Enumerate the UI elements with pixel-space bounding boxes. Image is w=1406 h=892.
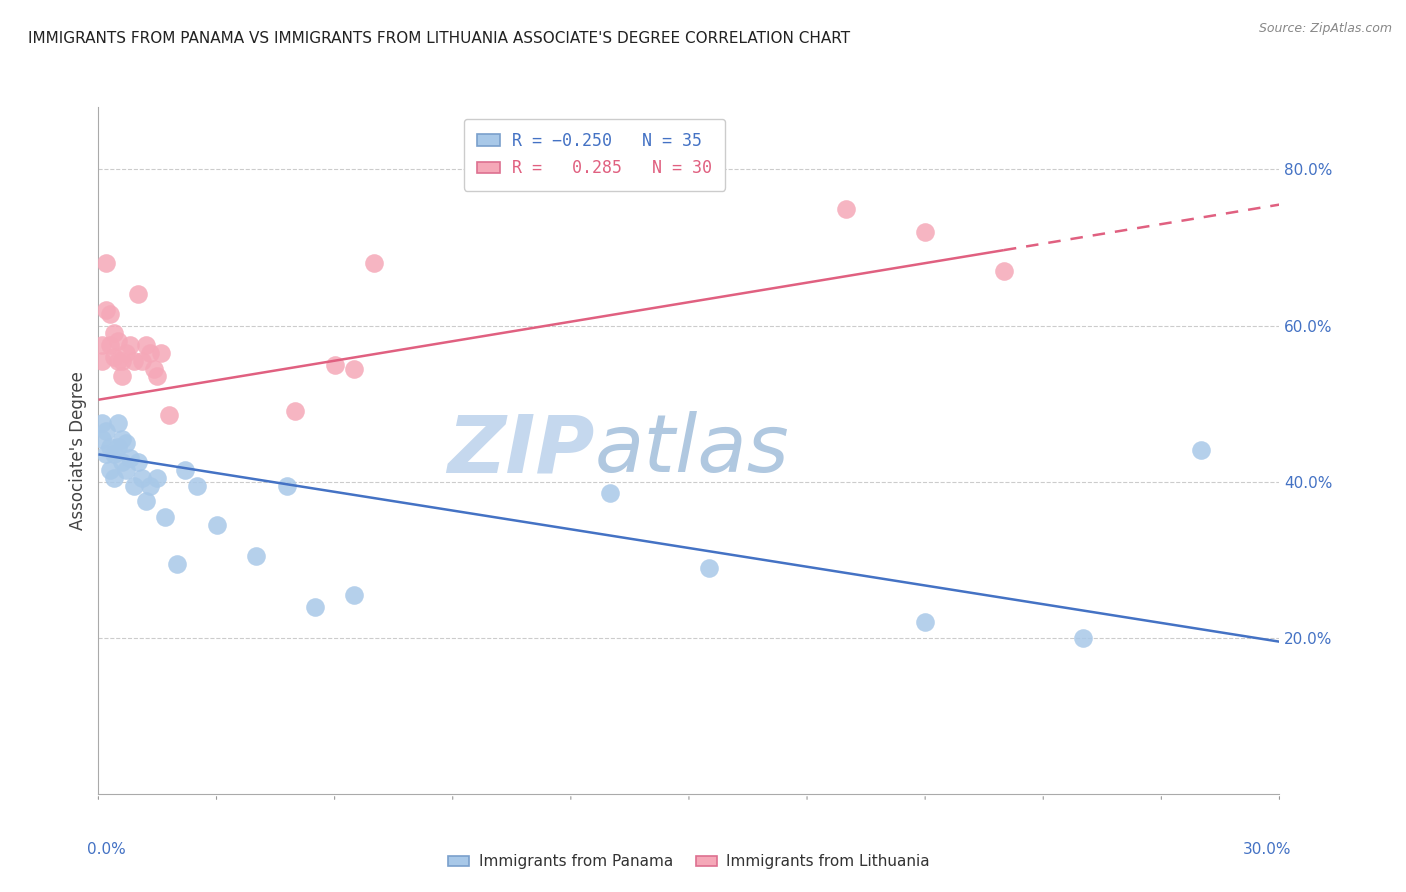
Point bbox=[98, 440, 121, 454]
Point bbox=[103, 350, 125, 364]
Point bbox=[157, 409, 180, 423]
Point bbox=[304, 599, 326, 614]
Point bbox=[96, 447, 118, 461]
Text: 0.0%: 0.0% bbox=[87, 842, 125, 857]
Point bbox=[115, 346, 138, 360]
Point bbox=[142, 361, 165, 376]
Point bbox=[323, 358, 346, 372]
Point bbox=[155, 509, 177, 524]
Point bbox=[1189, 443, 1212, 458]
Point bbox=[122, 478, 145, 492]
Text: IMMIGRANTS FROM PANAMA VS IMMIGRANTS FROM LITHUANIA ASSOCIATE'S DEGREE CORRELATI: IMMIGRANTS FROM PANAMA VS IMMIGRANTS FRO… bbox=[28, 31, 851, 46]
Point bbox=[343, 361, 366, 376]
Point bbox=[914, 225, 936, 239]
Point bbox=[835, 202, 858, 216]
Point bbox=[276, 478, 298, 492]
Point bbox=[107, 416, 129, 430]
Text: atlas: atlas bbox=[595, 411, 789, 490]
Point bbox=[98, 463, 121, 477]
Point bbox=[138, 346, 160, 360]
Point bbox=[127, 287, 149, 301]
Text: Source: ZipAtlas.com: Source: ZipAtlas.com bbox=[1258, 22, 1392, 36]
Point bbox=[166, 557, 188, 571]
Point bbox=[138, 478, 160, 492]
Point bbox=[135, 494, 157, 508]
Point bbox=[115, 435, 138, 450]
Point bbox=[135, 338, 157, 352]
Point bbox=[91, 338, 114, 352]
Point bbox=[697, 560, 720, 574]
Point bbox=[103, 326, 125, 341]
Point bbox=[91, 416, 114, 430]
Text: 30.0%: 30.0% bbox=[1243, 842, 1291, 857]
Point bbox=[118, 338, 141, 352]
Point bbox=[107, 440, 129, 454]
Point bbox=[914, 615, 936, 630]
Point bbox=[343, 588, 366, 602]
Point bbox=[111, 353, 134, 368]
Point bbox=[98, 338, 121, 352]
Point bbox=[205, 517, 228, 532]
Point bbox=[363, 256, 385, 270]
Point bbox=[174, 463, 197, 477]
Point bbox=[111, 369, 134, 384]
Point bbox=[118, 451, 141, 466]
Point bbox=[107, 353, 129, 368]
Point bbox=[186, 478, 208, 492]
Point bbox=[91, 432, 114, 446]
Point bbox=[111, 432, 134, 446]
Point bbox=[96, 256, 118, 270]
Point bbox=[122, 353, 145, 368]
Point bbox=[115, 463, 138, 477]
Point bbox=[131, 353, 153, 368]
Point bbox=[96, 424, 118, 438]
Point bbox=[111, 455, 134, 469]
Point bbox=[103, 447, 125, 461]
Point bbox=[245, 549, 267, 563]
Y-axis label: Associate's Degree: Associate's Degree bbox=[69, 371, 87, 530]
Point bbox=[98, 307, 121, 321]
Point bbox=[131, 471, 153, 485]
Point bbox=[993, 264, 1015, 278]
Point bbox=[599, 486, 621, 500]
Point bbox=[107, 334, 129, 348]
Legend: Immigrants from Panama, Immigrants from Lithuania: Immigrants from Panama, Immigrants from … bbox=[441, 848, 936, 876]
Text: ZIP: ZIP bbox=[447, 411, 595, 490]
Point bbox=[1071, 631, 1094, 645]
Point bbox=[91, 353, 114, 368]
Point bbox=[150, 346, 173, 360]
Point bbox=[96, 302, 118, 317]
Point bbox=[284, 404, 307, 418]
Point bbox=[127, 455, 149, 469]
Point bbox=[146, 369, 169, 384]
Point bbox=[103, 471, 125, 485]
Point bbox=[146, 471, 169, 485]
